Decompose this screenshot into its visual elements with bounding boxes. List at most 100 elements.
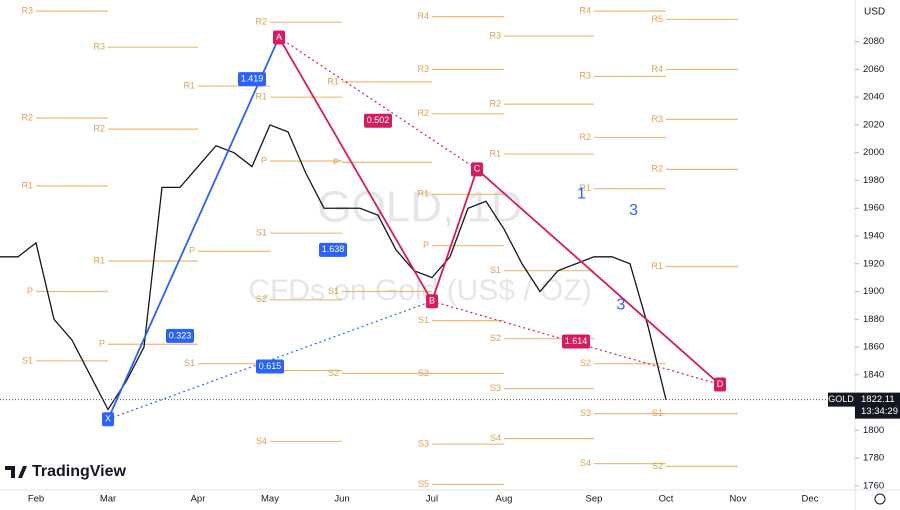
- pivot-label: R1: [417, 189, 429, 199]
- pattern-label: A: [276, 32, 282, 42]
- pivot-label: S4: [490, 433, 501, 443]
- y-tick-label: 2080: [863, 36, 884, 47]
- settings-icon[interactable]: [874, 493, 886, 505]
- wave-label: 3: [629, 202, 638, 219]
- y-tick-label: 1920: [863, 258, 884, 269]
- y-tick-label: 1940: [863, 230, 884, 241]
- pivot-label: S4: [580, 458, 591, 468]
- ratio-box: [238, 72, 266, 87]
- y-tick-label: 1840: [863, 369, 884, 380]
- pivot-label: S1: [490, 265, 501, 275]
- pivot-label: P: [27, 286, 33, 296]
- x-tick-label: Nov: [730, 494, 747, 505]
- pivot-label: R1: [489, 148, 501, 158]
- pivot-label: R2: [93, 123, 105, 133]
- ratio-label: 1.638: [322, 244, 345, 254]
- pattern-point: [714, 377, 726, 392]
- pivot-label: S3: [490, 383, 501, 393]
- ratio-box: [319, 242, 347, 257]
- ratio-label: 0.615: [259, 361, 282, 371]
- pivot-label: S3: [580, 408, 591, 418]
- logo: TradingView: [5, 463, 127, 480]
- pivot-label: S1: [184, 358, 195, 368]
- pivot-label: S2: [580, 358, 591, 368]
- y-tick-label: 1980: [863, 175, 884, 186]
- pivot-label: P: [189, 246, 195, 256]
- ratio-box: [562, 334, 590, 349]
- pivot-label: S1: [256, 228, 267, 238]
- x-tick-label: Jun: [334, 494, 349, 505]
- price-line: [0, 124, 667, 411]
- pivot-label: S2: [328, 368, 339, 378]
- ratio-label: 0.323: [169, 330, 192, 340]
- y-tick-label: 2020: [863, 119, 884, 130]
- ratio-label: 1.419: [241, 73, 264, 83]
- pivot-label: R1: [255, 92, 267, 102]
- pivot-label: S2: [652, 461, 663, 471]
- pivot-label: S1: [22, 355, 33, 365]
- pattern-leg: [476, 168, 721, 386]
- pivot-label: R4: [417, 11, 429, 21]
- x-tick-label: May: [261, 494, 279, 505]
- pattern-leg: [431, 169, 478, 302]
- pivot-label: R1: [21, 180, 33, 190]
- pivot-label: R2: [651, 164, 663, 174]
- pivot-label: S5: [418, 479, 429, 489]
- y-tick-label: 2000: [863, 147, 884, 158]
- pivot-label: R3: [21, 5, 33, 15]
- y-tick-label: 1760: [863, 480, 884, 491]
- x-tick-label: Apr: [191, 494, 206, 505]
- pivot-label: S2: [418, 368, 429, 378]
- ratio-label: 1.614: [565, 336, 588, 346]
- y-tick-label: 1800: [863, 425, 884, 436]
- pivot-label: R2: [579, 132, 591, 142]
- pivot-label: R3: [489, 30, 501, 40]
- pivot-label: R1: [183, 80, 195, 90]
- ratio-box: [166, 328, 194, 343]
- watermark: GOLD, 1D: [317, 183, 522, 232]
- brand: TradingView: [32, 463, 127, 480]
- pivot-label: R1: [579, 183, 591, 193]
- y-tick-label: 1780: [863, 453, 884, 464]
- y-tick-label: 1900: [863, 286, 884, 297]
- currency[interactable]: USD: [864, 7, 885, 18]
- y-tick-label: 1860: [863, 342, 884, 353]
- y-tick-label: 2040: [863, 92, 884, 103]
- pivot-label: R1: [93, 255, 105, 265]
- pivot-label: R2: [417, 108, 429, 118]
- x-tick-label: Oct: [659, 494, 674, 505]
- pattern-label: X: [105, 414, 111, 424]
- pivot-label: R4: [579, 5, 591, 15]
- pivot-label: P: [333, 157, 339, 167]
- y-tick-label: 1880: [863, 314, 884, 325]
- pattern-point: [102, 412, 114, 427]
- pivot-label: S2: [256, 294, 267, 304]
- pivot-label: R3: [651, 114, 663, 124]
- pivot-label: S1: [328, 286, 339, 296]
- pivot-label: R2: [489, 98, 501, 108]
- pivot-label: R3: [93, 42, 105, 52]
- wave-label: 3: [617, 297, 626, 314]
- pivot-label: P: [261, 155, 267, 165]
- pattern-point: [426, 294, 438, 309]
- ratio-label: 0.502: [367, 115, 390, 125]
- x-tick-label: Feb: [28, 494, 44, 505]
- price-box: [855, 392, 900, 419]
- pattern-label: B: [429, 296, 435, 306]
- pattern-point: [471, 162, 483, 177]
- price-label: 1822.11: [861, 394, 895, 405]
- pivot-label: S3: [418, 439, 429, 449]
- wave-label: 1: [577, 186, 586, 203]
- pivot-label: P: [423, 240, 429, 250]
- pivot-label: P: [99, 339, 105, 349]
- pattern-leg: [107, 37, 280, 420]
- x-tick-label: Aug: [496, 494, 513, 505]
- pattern-label: C: [474, 164, 481, 174]
- countdown: 13:34:29: [861, 406, 898, 417]
- pivot-label: S4: [256, 436, 267, 446]
- x-tick-label: Jul: [426, 494, 438, 505]
- pivot-label: R5: [651, 14, 663, 24]
- pivot-label: S1: [418, 315, 429, 325]
- ratio-box: [364, 113, 392, 128]
